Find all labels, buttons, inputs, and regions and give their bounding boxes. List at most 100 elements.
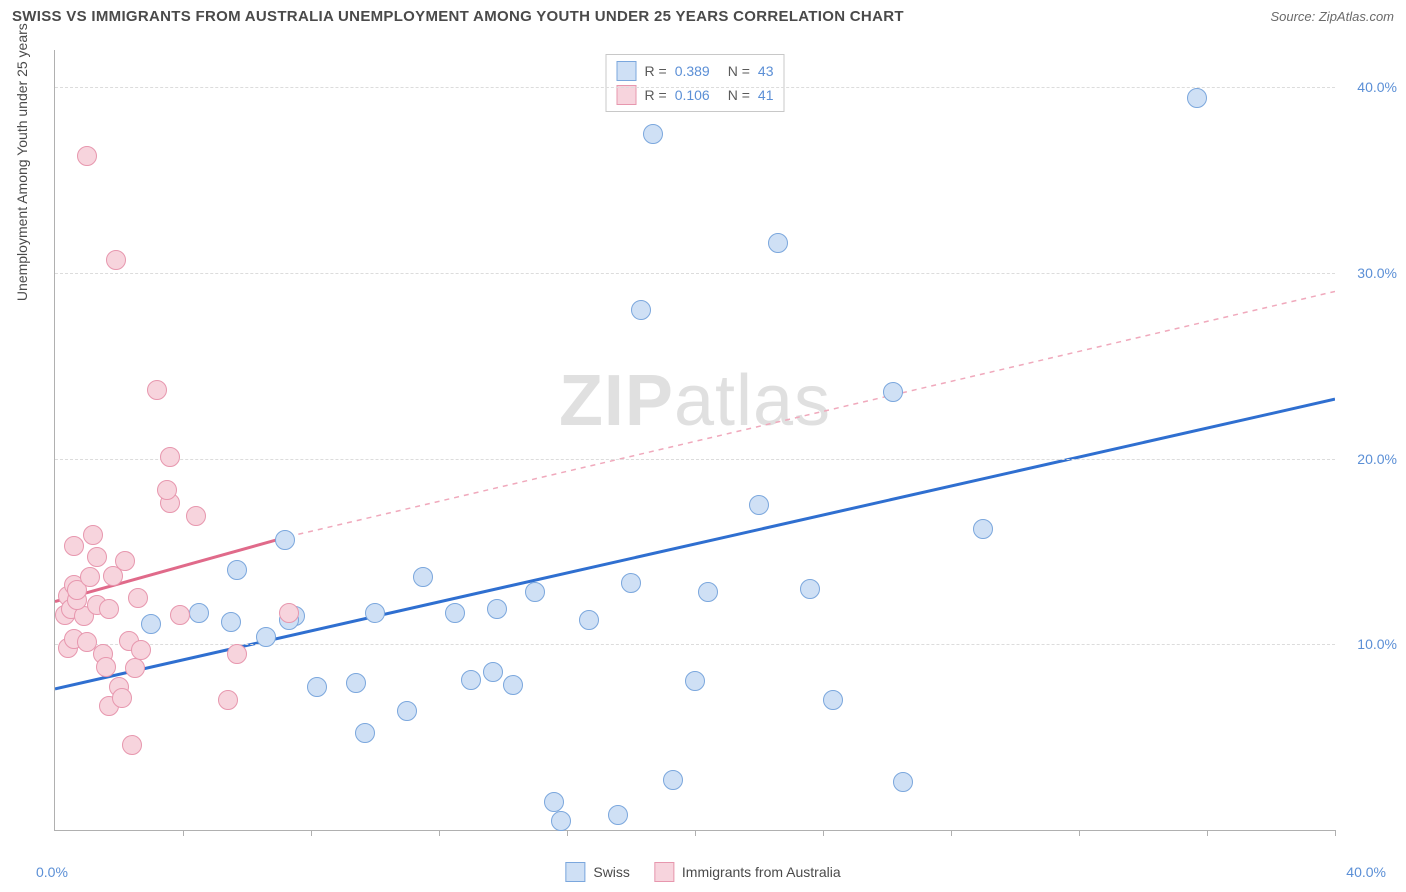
data-point — [106, 250, 126, 270]
legend-label: Immigrants from Australia — [682, 864, 841, 880]
data-point — [445, 603, 465, 623]
stats-r-label: R = — [645, 63, 667, 79]
legend-swatch — [565, 862, 585, 882]
data-point — [483, 662, 503, 682]
y-tick-label: 20.0% — [1357, 451, 1397, 467]
data-point — [125, 658, 145, 678]
stats-r-value: 0.106 — [675, 87, 710, 103]
plot-area: ZIPatlas R =0.389N =43R =0.106N =41 10.0… — [54, 50, 1335, 831]
data-point — [141, 614, 161, 634]
chart-title: SWISS VS IMMIGRANTS FROM AUSTRALIA UNEMP… — [12, 8, 904, 25]
data-point — [87, 547, 107, 567]
data-point — [64, 536, 84, 556]
x-tick — [311, 830, 312, 836]
data-point — [461, 670, 481, 690]
data-point — [346, 673, 366, 693]
gridline — [55, 273, 1335, 274]
y-tick-label: 10.0% — [1357, 636, 1397, 652]
data-point — [112, 688, 132, 708]
data-point — [128, 588, 148, 608]
stats-r-value: 0.389 — [675, 63, 710, 79]
gridline — [55, 459, 1335, 460]
data-point — [631, 300, 651, 320]
data-point — [413, 567, 433, 587]
source-label: Source: ZipAtlas.com — [1270, 9, 1394, 24]
data-point — [883, 382, 903, 402]
data-point — [80, 567, 100, 587]
x-tick — [1335, 830, 1336, 836]
stats-r-label: R = — [645, 87, 667, 103]
data-point — [397, 701, 417, 721]
data-point — [115, 551, 135, 571]
data-point — [608, 805, 628, 825]
stats-n-label: N = — [728, 87, 750, 103]
data-point — [122, 735, 142, 755]
x-tick — [183, 830, 184, 836]
data-point — [227, 560, 247, 580]
data-point — [256, 627, 276, 647]
data-point — [189, 603, 209, 623]
x-tick — [567, 830, 568, 836]
stats-n-value: 43 — [758, 63, 774, 79]
data-point — [147, 380, 167, 400]
data-point — [218, 690, 238, 710]
x-tick — [951, 830, 952, 836]
x-axis-min-label: 0.0% — [36, 864, 68, 880]
y-tick-label: 30.0% — [1357, 265, 1397, 281]
stats-n-value: 41 — [758, 87, 774, 103]
title-bar: SWISS VS IMMIGRANTS FROM AUSTRALIA UNEMP… — [12, 8, 1394, 25]
data-point — [749, 495, 769, 515]
data-point — [551, 811, 571, 831]
data-point — [221, 612, 241, 632]
data-point — [307, 677, 327, 697]
x-tick — [1207, 830, 1208, 836]
data-point — [643, 124, 663, 144]
x-axis-max-label: 40.0% — [1346, 864, 1386, 880]
legend-swatch — [654, 862, 674, 882]
data-point — [579, 610, 599, 630]
data-point — [186, 506, 206, 526]
data-point — [768, 233, 788, 253]
data-point — [99, 599, 119, 619]
data-point — [698, 582, 718, 602]
data-point — [1187, 88, 1207, 108]
data-point — [157, 480, 177, 500]
data-point — [83, 525, 103, 545]
x-tick — [439, 830, 440, 836]
data-point — [131, 640, 151, 660]
data-point — [487, 599, 507, 619]
data-point — [227, 644, 247, 664]
data-point — [621, 573, 641, 593]
stats-box: R = 0.389 N = 43 R = 0.106 N = 41 — [606, 54, 785, 112]
data-point — [170, 605, 190, 625]
data-point — [525, 582, 545, 602]
legend-item: Swiss — [565, 862, 630, 882]
data-point — [77, 146, 97, 166]
x-tick — [823, 830, 824, 836]
data-point — [96, 657, 116, 677]
legend-swatch — [617, 61, 637, 81]
trend-lines — [55, 50, 1335, 830]
gridline — [55, 87, 1335, 88]
data-point — [503, 675, 523, 695]
watermark: ZIPatlas — [559, 360, 831, 442]
legend-label: Swiss — [593, 864, 630, 880]
data-point — [365, 603, 385, 623]
legend-item: Immigrants from Australia — [654, 862, 841, 882]
stats-n-label: N = — [728, 63, 750, 79]
data-point — [544, 792, 564, 812]
gridline — [55, 644, 1335, 645]
data-point — [973, 519, 993, 539]
data-point — [663, 770, 683, 790]
y-tick-label: 40.0% — [1357, 79, 1397, 95]
x-tick — [1079, 830, 1080, 836]
data-point — [355, 723, 375, 743]
data-point — [800, 579, 820, 599]
data-point — [279, 603, 299, 623]
data-point — [893, 772, 913, 792]
x-tick — [695, 830, 696, 836]
data-point — [685, 671, 705, 691]
watermark-light: atlas — [674, 361, 831, 441]
y-axis-title: Unemployment Among Youth under 25 years — [14, 23, 30, 301]
data-point — [823, 690, 843, 710]
